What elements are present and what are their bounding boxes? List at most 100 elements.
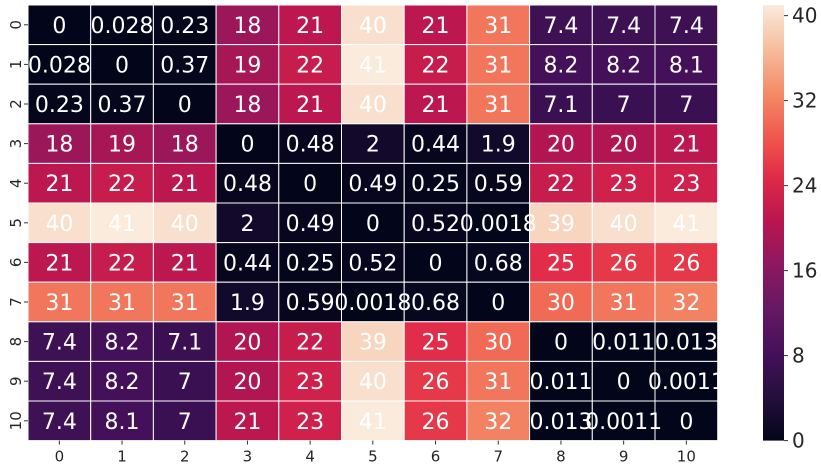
heatmap-cell [654, 83, 719, 125]
heatmap-cell [654, 400, 719, 442]
cell-label: 19 [108, 133, 136, 158]
heatmap-cell [654, 281, 719, 323]
y-tick-label: 10 [7, 411, 25, 430]
heatmap-cell [466, 400, 531, 442]
cell-label: 0.44 [223, 251, 272, 276]
heatmap-cell [591, 242, 656, 283]
colorbar-gradient [763, 5, 784, 441]
heatmap-cell [341, 44, 405, 85]
cell-label: 21 [233, 410, 261, 435]
heatmap-cell [403, 162, 468, 204]
cell-label: 0.011 [592, 331, 655, 356]
cell-label: 0.49 [348, 172, 397, 197]
cell-label: 32 [484, 410, 512, 435]
cell-label: 0.37 [98, 93, 147, 118]
cell-label: 21 [45, 172, 73, 197]
heatmap-cell [278, 400, 342, 442]
cell-label: 30 [484, 331, 512, 356]
cell-label: 7.4 [543, 14, 578, 39]
heatmap-cell [654, 123, 719, 164]
heatmap-cell [90, 4, 154, 46]
heatmap-cell [529, 123, 593, 164]
heatmap-cell [403, 123, 468, 164]
cell-label: 21 [422, 93, 450, 118]
cell-label: 0.013 [655, 331, 718, 356]
cell-label: 0 [491, 291, 505, 316]
cell-label: 7.4 [606, 14, 641, 39]
cell-label: 0 [240, 133, 254, 158]
heatmap-cell [654, 202, 719, 244]
y-tick-label: 3 [7, 139, 25, 149]
cell-label: 30 [547, 291, 575, 316]
colorbar-tick-label: 40 [792, 4, 817, 28]
cell-label: 0.25 [286, 251, 335, 276]
heatmap-cell [215, 360, 280, 402]
colorbar-tick-label: 24 [792, 174, 817, 198]
cell-label: 0 [303, 172, 317, 197]
cell-label: 21 [422, 14, 450, 39]
heatmap-cell [341, 400, 405, 442]
cell-label: 0 [366, 212, 380, 237]
heatmap-cell [403, 242, 468, 283]
heatmap-cell [27, 321, 92, 362]
x-tick-label: 9 [619, 448, 629, 466]
heatmap-cell [654, 321, 719, 362]
y-tick-label: 1 [7, 60, 25, 70]
cell-label: 19 [233, 53, 261, 78]
y-tick-label: 2 [7, 99, 25, 109]
y-tick-label: 7 [7, 297, 25, 307]
cell-label: 0.028 [91, 14, 154, 39]
heatmap-cell [341, 360, 405, 402]
cell-label: 39 [359, 331, 387, 356]
cell-label: 0 [52, 14, 66, 39]
heatmap-cell [341, 242, 405, 283]
x-tick-label: 8 [556, 448, 566, 466]
y-tick-label: 0 [7, 20, 25, 30]
cell-label: 31 [484, 370, 512, 395]
heatmap-cell [466, 4, 531, 46]
cell-label: 8.2 [543, 53, 578, 78]
heatmap-cell [529, 242, 593, 283]
heatmap-cell [278, 360, 342, 402]
cell-label: 21 [171, 251, 199, 276]
heatmap-cell [90, 162, 154, 204]
heatmap-cell [529, 44, 593, 85]
heatmap-cell [591, 4, 656, 46]
cell-label: 0.37 [160, 53, 209, 78]
cell-label: 31 [45, 291, 73, 316]
cell-label: 0.25 [411, 172, 460, 197]
heatmap-cell [152, 242, 217, 283]
cell-label: 25 [547, 251, 575, 276]
heatmap-cell [591, 123, 656, 164]
cell-label: 39 [547, 212, 575, 237]
cell-label: 22 [108, 251, 136, 276]
cell-label: 2 [240, 212, 254, 237]
x-axis-ticks: 0 1 2 3 4 5 6 7 8 9 10 [55, 440, 696, 466]
y-axis-ticks: 0 1 2 3 4 5 6 7 8 9 10 [7, 20, 28, 430]
heatmap-cell [341, 83, 405, 125]
heatmap-cell [152, 400, 217, 442]
cell-label: 40 [610, 212, 638, 237]
cell-label: 32 [672, 291, 700, 316]
heatmap-cell [152, 162, 217, 204]
heatmap-cells [27, 4, 719, 442]
cell-label: 2 [366, 133, 380, 158]
cell-label: 0 [115, 53, 129, 78]
heatmap-cell [403, 321, 468, 362]
heatmap-cell [152, 360, 217, 402]
cell-label: 0.013 [529, 410, 592, 435]
cell-label: 18 [45, 133, 73, 158]
heatmap-cell [152, 123, 217, 164]
cell-label: 0.68 [411, 291, 460, 316]
cell-label: 1.9 [481, 133, 516, 158]
cell-label: 23 [672, 172, 700, 197]
heatmap-cell [341, 202, 405, 244]
cell-label: 0 [617, 370, 631, 395]
cell-label: 41 [672, 212, 700, 237]
cell-label: 0.011 [529, 370, 592, 395]
cell-label: 22 [296, 53, 324, 78]
cell-label: 0.48 [286, 133, 335, 158]
heatmap-cell [27, 83, 92, 125]
y-tick-label: 4 [7, 178, 25, 188]
